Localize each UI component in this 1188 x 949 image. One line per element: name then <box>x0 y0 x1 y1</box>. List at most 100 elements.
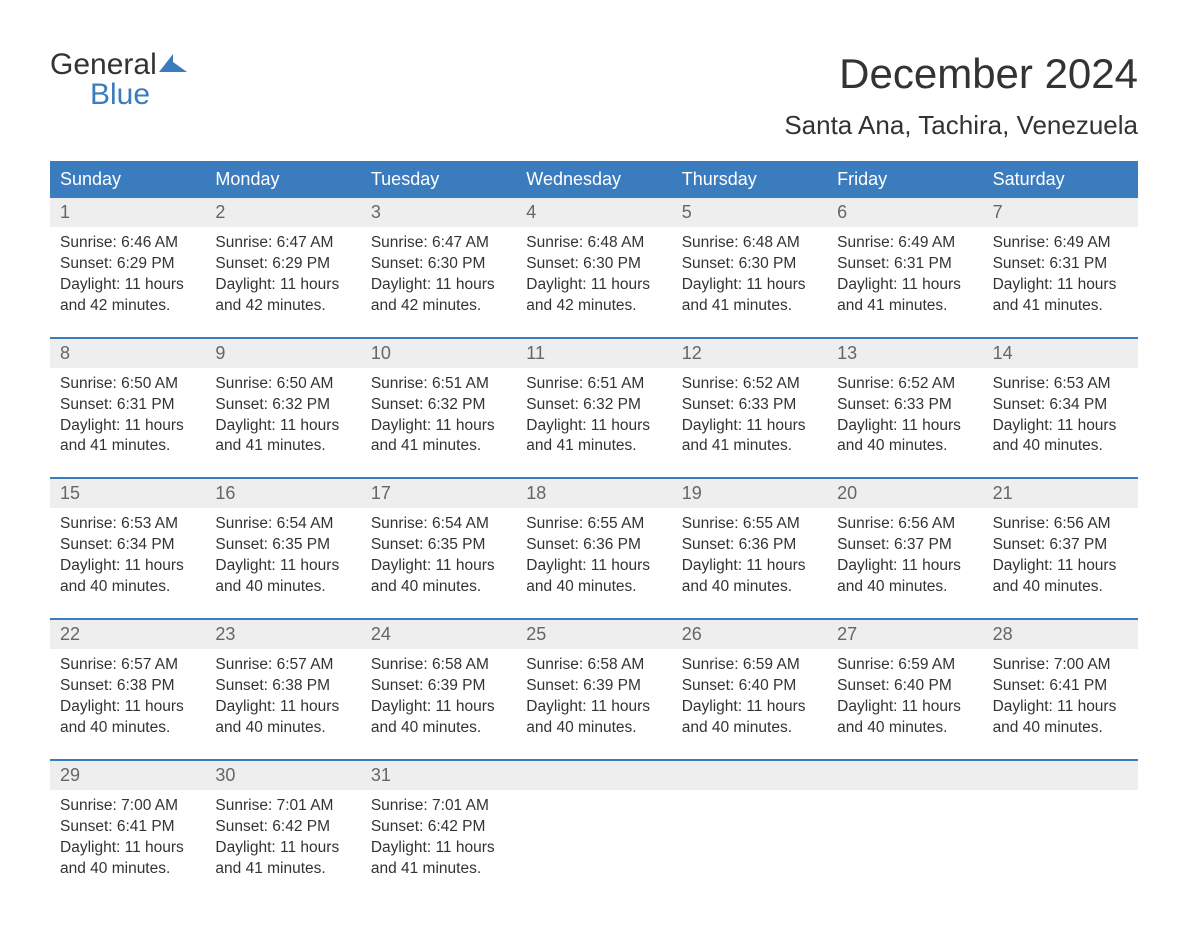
day-number: 9 <box>205 339 360 368</box>
day-number: 25 <box>516 620 671 649</box>
day-content: Sunrise: 6:55 AMSunset: 6:36 PMDaylight:… <box>672 508 827 618</box>
day-header-friday: Friday <box>827 161 982 198</box>
location-subtitle: Santa Ana, Tachira, Venezuela <box>784 110 1138 141</box>
sunrise-text: Sunrise: 6:48 AM <box>682 233 817 254</box>
sunrise-text: Sunrise: 6:50 AM <box>215 374 350 395</box>
logo-text-general: General <box>50 50 157 80</box>
sunrise-text: Sunrise: 6:51 AM <box>526 374 661 395</box>
day-cell: 27Sunrise: 6:59 AMSunset: 6:40 PMDayligh… <box>827 620 982 759</box>
sunset-text: Sunset: 6:32 PM <box>526 395 661 416</box>
daylight-line1: Daylight: 11 hours <box>993 416 1128 437</box>
day-header-sunday: Sunday <box>50 161 205 198</box>
calendar: Sunday Monday Tuesday Wednesday Thursday… <box>50 161 1138 899</box>
day-cell: 14Sunrise: 6:53 AMSunset: 6:34 PMDayligh… <box>983 339 1138 478</box>
day-number: 11 <box>516 339 671 368</box>
day-cell <box>516 761 671 900</box>
day-content: Sunrise: 6:58 AMSunset: 6:39 PMDaylight:… <box>361 649 516 759</box>
sunrise-text: Sunrise: 7:01 AM <box>371 796 506 817</box>
day-number: 18 <box>516 479 671 508</box>
day-number: 26 <box>672 620 827 649</box>
week-row: 1Sunrise: 6:46 AMSunset: 6:29 PMDaylight… <box>50 198 1138 337</box>
day-cell: 11 Sunrise: 6:51 AMSunset: 6:32 PMDayligh… <box>516 339 671 478</box>
day-cell: 1Sunrise: 6:46 AMSunset: 6:29 PMDaylight… <box>50 198 205 337</box>
sunrise-text: Sunrise: 6:55 AM <box>526 514 661 535</box>
day-number: 17 <box>361 479 516 508</box>
sunset-text: Sunset: 6:34 PM <box>60 535 195 556</box>
day-content: Sunrise: 6:54 AMSunset: 6:35 PMDaylight:… <box>205 508 360 618</box>
daylight-line1: Daylight: 11 hours <box>215 556 350 577</box>
daylight-line2: and 41 minutes. <box>371 436 506 457</box>
day-header-thursday: Thursday <box>672 161 827 198</box>
daylight-line1: Daylight: 11 hours <box>371 416 506 437</box>
day-cell: 10Sunrise: 6:51 AMSunset: 6:32 PMDayligh… <box>361 339 516 478</box>
day-number: 16 <box>205 479 360 508</box>
sunset-text: Sunset: 6:32 PM <box>215 395 350 416</box>
day-cell: 3Sunrise: 6:47 AMSunset: 6:30 PMDaylight… <box>361 198 516 337</box>
day-number <box>983 761 1138 790</box>
weeks-container: 1Sunrise: 6:46 AMSunset: 6:29 PMDaylight… <box>50 198 1138 899</box>
sunset-text: Sunset: 6:31 PM <box>837 254 972 275</box>
day-cell: 28Sunrise: 7:00 AMSunset: 6:41 PMDayligh… <box>983 620 1138 759</box>
day-number: 23 <box>205 620 360 649</box>
sunset-text: Sunset: 6:36 PM <box>682 535 817 556</box>
sunset-text: Sunset: 6:41 PM <box>60 817 195 838</box>
sunset-text: Sunset: 6:30 PM <box>526 254 661 275</box>
daylight-line1: Daylight: 11 hours <box>371 838 506 859</box>
day-content: Sunrise: 6:57 AMSunset: 6:38 PMDaylight:… <box>205 649 360 759</box>
day-number: 13 <box>827 339 982 368</box>
day-content: Sunrise: 6:52 AMSunset: 6:33 PMDaylight:… <box>672 368 827 478</box>
sunrise-text: Sunrise: 6:49 AM <box>993 233 1128 254</box>
day-number: 28 <box>983 620 1138 649</box>
sunrise-text: Sunrise: 6:49 AM <box>837 233 972 254</box>
daylight-line1: Daylight: 11 hours <box>837 697 972 718</box>
daylight-line1: Daylight: 11 hours <box>215 838 350 859</box>
sunset-text: Sunset: 6:39 PM <box>526 676 661 697</box>
day-content: Sunrise: 7:00 AMSunset: 6:41 PMDaylight:… <box>983 649 1138 759</box>
day-cell: 23Sunrise: 6:57 AMSunset: 6:38 PMDayligh… <box>205 620 360 759</box>
day-content: Sunrise: 6:57 AMSunset: 6:38 PMDaylight:… <box>50 649 205 759</box>
sunrise-text: Sunrise: 6:48 AM <box>526 233 661 254</box>
daylight-line1: Daylight: 11 hours <box>682 556 817 577</box>
day-cell: 26Sunrise: 6:59 AMSunset: 6:40 PMDayligh… <box>672 620 827 759</box>
day-cell: 22Sunrise: 6:57 AMSunset: 6:38 PMDayligh… <box>50 620 205 759</box>
daylight-line2: and 40 minutes. <box>215 718 350 739</box>
sunrise-text: Sunrise: 6:59 AM <box>837 655 972 676</box>
daylight-line2: and 40 minutes. <box>215 577 350 598</box>
daylight-line1: Daylight: 11 hours <box>60 416 195 437</box>
sunset-text: Sunset: 6:41 PM <box>993 676 1128 697</box>
daylight-line1: Daylight: 11 hours <box>837 556 972 577</box>
day-number: 31 <box>361 761 516 790</box>
day-number <box>516 761 671 790</box>
day-cell: 20Sunrise: 6:56 AMSunset: 6:37 PMDayligh… <box>827 479 982 618</box>
sunrise-text: Sunrise: 7:00 AM <box>60 796 195 817</box>
day-cell: 24Sunrise: 6:58 AMSunset: 6:39 PMDayligh… <box>361 620 516 759</box>
day-cell: 25Sunrise: 6:58 AMSunset: 6:39 PMDayligh… <box>516 620 671 759</box>
day-cell: 2Sunrise: 6:47 AMSunset: 6:29 PMDaylight… <box>205 198 360 337</box>
daylight-line1: Daylight: 11 hours <box>526 416 661 437</box>
daylight-line2: and 41 minutes. <box>682 436 817 457</box>
daylight-line1: Daylight: 11 hours <box>682 697 817 718</box>
day-content: Sunrise: 6:53 AMSunset: 6:34 PMDaylight:… <box>983 368 1138 478</box>
day-content: Sunrise: 6:46 AMSunset: 6:29 PMDaylight:… <box>50 227 205 337</box>
logo: General Blue <box>50 50 187 110</box>
day-content: Sunrise: 6:48 AMSunset: 6:30 PMDaylight:… <box>672 227 827 337</box>
daylight-line2: and 41 minutes. <box>60 436 195 457</box>
daylight-line1: Daylight: 11 hours <box>60 838 195 859</box>
day-header-wednesday: Wednesday <box>516 161 671 198</box>
day-header-tuesday: Tuesday <box>361 161 516 198</box>
sunrise-text: Sunrise: 6:51 AM <box>371 374 506 395</box>
week-row: 8Sunrise: 6:50 AMSunset: 6:31 PMDaylight… <box>50 337 1138 478</box>
daylight-line2: and 40 minutes. <box>60 859 195 880</box>
sunset-text: Sunset: 6:29 PM <box>60 254 195 275</box>
logo-text-blue: Blue <box>90 80 187 110</box>
daylight-line2: and 41 minutes. <box>993 296 1128 317</box>
day-content: Sunrise: 6:52 AMSunset: 6:33 PMDaylight:… <box>827 368 982 478</box>
daylight-line1: Daylight: 11 hours <box>682 416 817 437</box>
day-cell <box>672 761 827 900</box>
sunrise-text: Sunrise: 6:47 AM <box>215 233 350 254</box>
day-number: 20 <box>827 479 982 508</box>
day-number: 12 <box>672 339 827 368</box>
day-cell: 6Sunrise: 6:49 AMSunset: 6:31 PMDaylight… <box>827 198 982 337</box>
day-number <box>672 761 827 790</box>
week-header: Sunday Monday Tuesday Wednesday Thursday… <box>50 161 1138 198</box>
